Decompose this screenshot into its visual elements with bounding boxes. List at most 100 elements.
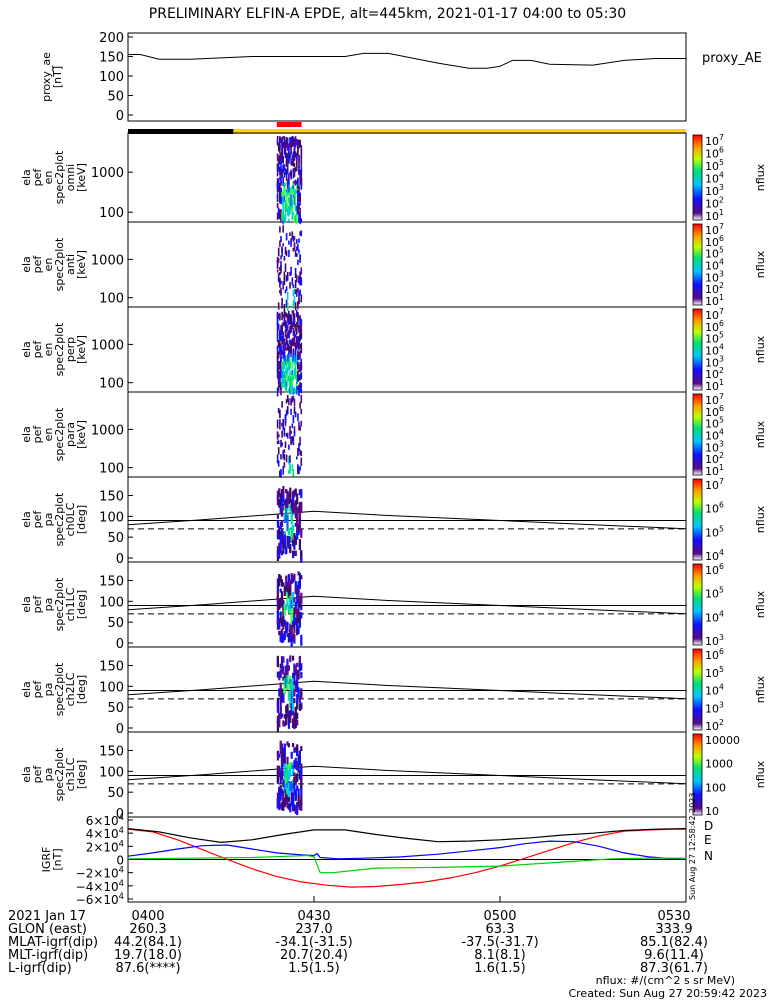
- spec-pixel-spec_en_omni: [296, 140, 298, 145]
- pa-pixel-spec_pa_ch1: [283, 619, 286, 626]
- spec-pixel-spec_en_omni: [290, 144, 292, 149]
- spec-pixel-spec_en_perp: [298, 384, 300, 392]
- pa-pixel-spec_pa_ch0: [279, 534, 282, 547]
- ylabel-igrf-1: [nT]: [51, 848, 64, 870]
- pa-pixel-spec_pa_ch1: [294, 617, 297, 625]
- pa-pixel-spec_pa_ch1: [280, 591, 284, 600]
- spec-pixel-spec_en_anti: [285, 250, 288, 257]
- spec-pixel-spec_en_omni: [298, 155, 300, 164]
- ylabel-spec_pa_ch1-4: ch1LC: [64, 587, 77, 621]
- xaxis-row-2-value-1: -34.1(-31.5): [275, 935, 352, 950]
- spec-pixel-spec_en_para: [290, 408, 292, 415]
- spec-pixel-spec_en_para: [294, 411, 297, 418]
- pa-pixel-spec_pa_ch1: [297, 590, 300, 601]
- spec-pixel-spec_en_omni: [298, 204, 300, 210]
- spec-pixel-spec_en_anti: [283, 271, 286, 280]
- spec-pixel-spec_en_perp: [293, 354, 296, 363]
- spec-pixel-spec_en_perp: [299, 319, 301, 325]
- spec-pixel-spec_en_omni: [290, 187, 292, 195]
- spec-pixel-spec_en_omni: [284, 207, 287, 216]
- pa-pixel-spec_pa_ch2: [293, 674, 296, 686]
- spec-pixel-spec_en_anti: [277, 303, 280, 310]
- pa-pixel-spec_pa_ch0: [300, 550, 303, 559]
- spec-pixel-spec_en_perp: [279, 371, 281, 375]
- pa-pixel-spec_pa_ch0: [298, 502, 301, 514]
- pa-pixel-spec_pa_ch0: [296, 530, 299, 540]
- spec-pixel-spec_en_para: [293, 430, 296, 437]
- spec-pixel-spec_en_perp: [292, 310, 295, 315]
- pa-pixel-spec_pa_ch3: [279, 779, 282, 784]
- spec-pixel-spec_en_perp: [296, 381, 298, 385]
- spec-pixel-spec_en_omni: [291, 159, 294, 166]
- spec-pixel-spec_en_para: [280, 444, 282, 448]
- spec-pixel-spec_en_para: [297, 413, 299, 422]
- spec-pixel-spec_en_perp: [294, 334, 297, 338]
- ylabel-spec_en_para-2: en: [42, 428, 55, 442]
- spec-pixel-spec_en_omni: [290, 172, 292, 177]
- loss-cone-curve-spec_pa_ch0: [127, 510, 687, 530]
- panel-frame-spec_en_perp: [127, 306, 687, 393]
- spec-pixel-spec_en_perp: [283, 379, 286, 387]
- pa-pixel-spec_pa_ch0: [293, 489, 296, 498]
- pa-pixel-spec_pa_ch0: [279, 521, 282, 529]
- spec-pixel-spec_en_omni: [286, 169, 289, 173]
- pa-pixel-spec_pa_ch2: [287, 691, 290, 701]
- spec-pixel-spec_en_perp: [292, 337, 295, 344]
- spec-pixel-spec_en_perp: [299, 322, 301, 332]
- spec-pixel-spec_en_omni: [283, 188, 286, 197]
- pa-pixel-spec_pa_ch0: [282, 503, 285, 511]
- pa-pixel-spec_pa_ch2: [300, 688, 303, 696]
- spec-pixel-spec_en_perp: [300, 348, 303, 354]
- colorbar-spec_pa_ch0: [692, 478, 703, 561]
- ytick-proxy-1: 150: [99, 51, 124, 66]
- spec-pixel-spec_en_anti: [296, 247, 298, 251]
- spec-pixel-spec_en_anti: [298, 298, 300, 305]
- spec-pixel-spec_en_omni: [297, 192, 299, 201]
- ylabel-spec_en_omni-3: spec2plot: [53, 150, 66, 204]
- spec-pixel-spec_en_para: [289, 455, 291, 463]
- spec-pixel-spec_en_omni: [299, 178, 301, 186]
- xaxis-row-0-value-0: 0400: [131, 909, 164, 924]
- spec-pixel-spec_en_omni: [299, 207, 301, 212]
- spec-pixel-spec_en_perp: [283, 363, 286, 370]
- pa-pixel-spec_pa_ch1: [276, 604, 279, 615]
- ylabel-spec_pa_ch1-2: pa: [42, 598, 55, 612]
- spec-pixel-spec_en_anti: [281, 248, 283, 257]
- spec-pixel-spec_en_para: [290, 398, 292, 403]
- legend-igrf-D: D: [704, 819, 713, 833]
- spec-pixel-spec_en_anti: [286, 291, 289, 300]
- pa-pixel-spec_pa_ch3: [293, 777, 296, 785]
- spec-pixel-spec_en_perp: [288, 332, 290, 336]
- pa-pixel-spec_pa_ch3: [300, 768, 303, 778]
- pa-pixel-spec_pa_ch1: [280, 594, 284, 607]
- spec-pixel-spec_en_omni: [289, 205, 291, 214]
- spec-pixel-spec_en_perp: [292, 328, 295, 336]
- spec-pixel-spec_en_perp: [286, 333, 289, 339]
- spec-pixel-spec_en_anti: [293, 243, 296, 251]
- pa-pixel-spec_pa_ch3: [280, 752, 284, 765]
- colorbar-spec_pa_ch2: [692, 648, 703, 731]
- spec-pixel-spec_en_anti: [290, 238, 292, 243]
- spec-pixel-spec_en_omni: [285, 152, 288, 160]
- spec-pixel-spec_en_anti: [294, 274, 297, 278]
- ztick-spec_pa_ch3-3: 10: [705, 805, 719, 818]
- spec-pixel-spec_en_para: [286, 432, 289, 439]
- spec-pixel-spec_en_omni: [294, 179, 297, 186]
- pa-pixel-spec_pa_ch2: [283, 672, 286, 679]
- spec-pixel-spec_en_para: [284, 413, 287, 420]
- pa-pixel-spec_pa_ch2: [296, 712, 299, 720]
- spec-pixel-spec_en_anti: [294, 250, 297, 257]
- spec-pixel-spec_en_omni: [294, 167, 297, 171]
- spec-pixel-spec_en_para: [299, 436, 301, 446]
- spec-pixel-spec_en_omni: [291, 199, 294, 208]
- spec-pixel-spec_en_perp: [293, 319, 296, 325]
- spec-pixel-spec_en_omni: [297, 144, 299, 150]
- pa-pixel-spec_pa_ch1: [283, 588, 286, 596]
- spec-pixel-spec_en_omni: [279, 176, 281, 180]
- spec-pixel-spec_en_perp: [289, 326, 291, 335]
- spec-pixel-spec_en_anti: [296, 253, 298, 257]
- spec-pixel-spec_en_omni: [282, 143, 284, 148]
- spec-pixel-spec_en_omni: [292, 182, 295, 187]
- pa-pixel-spec_pa_ch0: [300, 529, 303, 538]
- spec-pixel-spec_en_omni: [282, 180, 284, 187]
